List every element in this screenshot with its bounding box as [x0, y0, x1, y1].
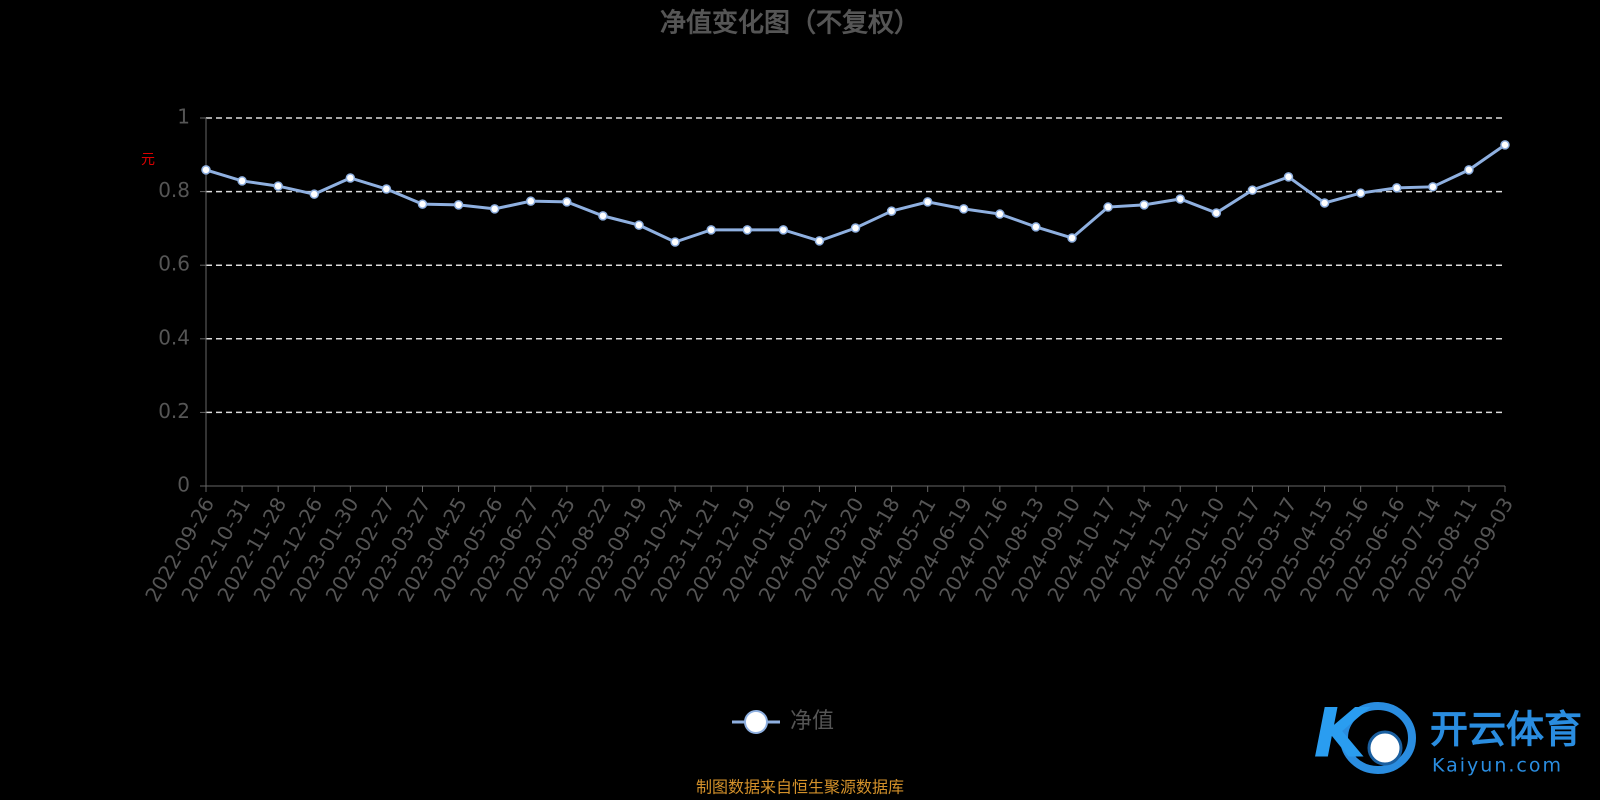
point [526, 196, 536, 206]
y-tick-label: 0.6 [158, 252, 190, 276]
point [1031, 222, 1041, 232]
point [489, 204, 500, 214]
point [237, 176, 247, 186]
point [1139, 200, 1149, 210]
point [1392, 183, 1402, 193]
y-axis-label: 元 [141, 152, 155, 168]
point [706, 225, 716, 235]
point [959, 204, 969, 214]
point [1067, 233, 1077, 243]
y-tick-label: 0 [177, 473, 190, 497]
legend-marker [744, 710, 768, 734]
point [1103, 202, 1113, 212]
source-note: 制图数据来自恒生聚源数据库 [696, 778, 904, 797]
point [598, 211, 608, 221]
point [201, 165, 211, 175]
point [1464, 165, 1474, 175]
point [1500, 140, 1510, 150]
point [850, 223, 861, 233]
legend-label: 净值 [790, 709, 834, 734]
point [814, 236, 825, 246]
logo-k: K [1314, 695, 1371, 774]
point [273, 181, 283, 191]
point [453, 200, 464, 210]
y-tick-label: 0.4 [158, 325, 190, 349]
point [670, 237, 680, 247]
point [778, 225, 789, 235]
point [634, 220, 644, 230]
point [345, 173, 356, 183]
point [1355, 188, 1366, 198]
logo-ring [1340, 702, 1416, 774]
y-tick-label: 0.8 [158, 178, 190, 202]
point [1283, 172, 1294, 182]
y-tick-label: 1 [177, 105, 190, 129]
point [1319, 198, 1330, 208]
point [922, 197, 933, 207]
point [995, 209, 1005, 219]
point [742, 225, 752, 235]
watermark: K 开云体育 Kaiyun.com [1314, 695, 1582, 777]
logo-ball [1367, 730, 1403, 766]
point [417, 199, 428, 209]
watermark-name: 开云体育 [1430, 708, 1582, 752]
point [381, 184, 392, 194]
point [1175, 194, 1185, 204]
point [1428, 182, 1438, 192]
y-tick-label: 0.2 [158, 399, 190, 423]
point [1211, 208, 1222, 218]
point [309, 189, 319, 199]
chart-title: 净值变化图（不复权） [660, 8, 920, 39]
watermark-url: Kaiyun.com [1432, 755, 1563, 777]
point [1247, 185, 1258, 195]
point [562, 197, 572, 207]
point [886, 206, 897, 216]
